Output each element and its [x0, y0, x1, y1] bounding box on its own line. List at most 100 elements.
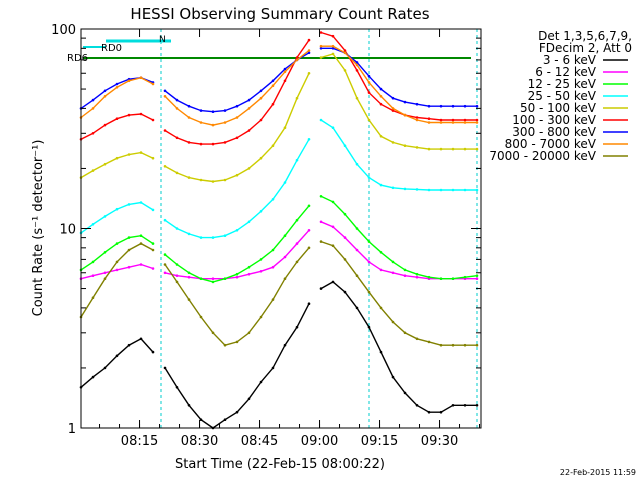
series-4-point-28	[415, 146, 419, 149]
series-1-point-25	[379, 268, 383, 272]
legend-header-line-2: FDecim 2, Att 0	[539, 41, 632, 55]
series-3-point-3	[115, 207, 119, 211]
series-8-point-29	[427, 340, 431, 344]
series-6-point-23	[355, 61, 359, 64]
series-7-point-3	[115, 86, 119, 89]
series-4-point-6	[151, 156, 155, 160]
series-2-point-8	[175, 263, 179, 266]
series-2-point-12	[223, 277, 227, 281]
series-5-point-29	[427, 117, 431, 120]
series-8-point-9	[187, 298, 191, 301]
series-5-point-12	[223, 141, 227, 144]
series-6-point-19	[307, 51, 311, 55]
series-1-point-23	[355, 248, 359, 252]
series-5-point-28	[415, 116, 419, 119]
series-3-point-12	[223, 234, 227, 237]
series-3-point-31	[451, 188, 455, 192]
series-8-point-3	[115, 260, 119, 264]
series-6-point-26	[391, 96, 395, 100]
legend-label-0: 3 - 6 keV	[543, 53, 597, 67]
series-5-point-15	[259, 118, 263, 122]
series-8-point-15	[259, 315, 263, 319]
series-1-point-8	[175, 274, 179, 278]
x-tick-label-4: 09:15	[361, 434, 398, 449]
series-3-point-20	[319, 118, 323, 122]
series-3-point-7	[163, 218, 167, 222]
series-2-point-18	[295, 218, 299, 222]
series-8-point-33	[475, 343, 479, 347]
series-7-point-19	[307, 49, 311, 52]
series-5-point-23	[355, 69, 359, 72]
series-6-point-31	[451, 104, 455, 108]
series-4-point-7	[163, 165, 167, 168]
series-7-point-8	[175, 107, 179, 110]
series-5-point-17	[283, 79, 287, 83]
n-label: N	[159, 35, 166, 45]
series-0-point-18	[295, 325, 299, 329]
series-1-point-26	[391, 271, 395, 275]
series-0-point-20	[319, 287, 323, 290]
series-2-point-32	[463, 275, 467, 279]
series-5-point-1	[91, 132, 95, 135]
series-7-point-22	[343, 51, 347, 55]
series-5-point-26	[391, 109, 395, 112]
series-3-point-28	[415, 188, 419, 191]
series-8-point-6	[151, 248, 155, 252]
series-4-point-10	[199, 178, 203, 182]
series-3-point-30	[439, 188, 443, 192]
series-4-point-8	[175, 171, 179, 175]
series-4-point-33	[475, 147, 479, 151]
series-4-point-19	[307, 72, 311, 75]
series-8-point-2	[103, 277, 107, 281]
series-1-point-13	[235, 275, 239, 279]
chart-title: HESSI Observing Summary Count Rates	[130, 5, 429, 23]
series-7-point-12	[223, 121, 227, 124]
series-0-point-15	[259, 380, 263, 384]
series-5-point-25	[379, 102, 383, 106]
series-6-point-30	[439, 104, 443, 108]
series-4-point-24	[367, 118, 371, 122]
series-2-point-28	[415, 272, 419, 276]
series-8-point-25	[379, 306, 383, 310]
series-4-point-3	[115, 156, 119, 160]
series-5-point-13	[235, 136, 239, 140]
series-0-point-31	[451, 404, 455, 407]
series-1-point-3	[115, 268, 119, 272]
series-5-point-7	[163, 129, 167, 132]
series-3-point-15	[259, 210, 263, 213]
series-5-point-33	[475, 118, 479, 122]
series-2-point-10	[199, 277, 203, 281]
series-1-point-33	[475, 277, 479, 281]
series-6-point-14	[247, 98, 251, 102]
series-3-point-5	[139, 201, 143, 204]
rd6-label: RD6	[67, 53, 88, 64]
series-6-point-3	[115, 82, 119, 86]
series-2-point-29	[427, 275, 431, 279]
series-3-point-22	[343, 144, 347, 147]
series-8-point-27	[403, 331, 407, 335]
series-4-point-2	[103, 162, 107, 166]
series-0-point-21	[331, 280, 335, 284]
series-6-point-15	[259, 89, 263, 93]
series-3-point-18	[295, 158, 299, 162]
series-5-point-31	[451, 118, 455, 122]
footer-timestamp: 22-Feb-2015 11:59	[560, 468, 636, 477]
series-4-point-18	[295, 96, 299, 100]
series-2-point-27	[403, 268, 407, 272]
series-3-point-27	[403, 187, 407, 191]
series-line-5	[80, 31, 477, 145]
series-7-point-32	[463, 121, 467, 124]
series-3-point-33	[475, 188, 479, 192]
series-7-point-7	[163, 95, 167, 98]
series-4-point-31	[451, 147, 455, 151]
legend-header-line-1: Det 1,3,5,6,7,9,	[538, 29, 632, 43]
x-tick-label-5: 09:30	[421, 434, 458, 449]
series-5-point-2	[103, 123, 107, 127]
series-1-point-14	[247, 272, 251, 276]
series-2-point-26	[391, 260, 395, 264]
series-line-8	[80, 240, 477, 346]
series-0-point-33	[475, 404, 479, 407]
series-8-point-8	[175, 280, 179, 284]
series-2-point-5	[139, 234, 143, 237]
